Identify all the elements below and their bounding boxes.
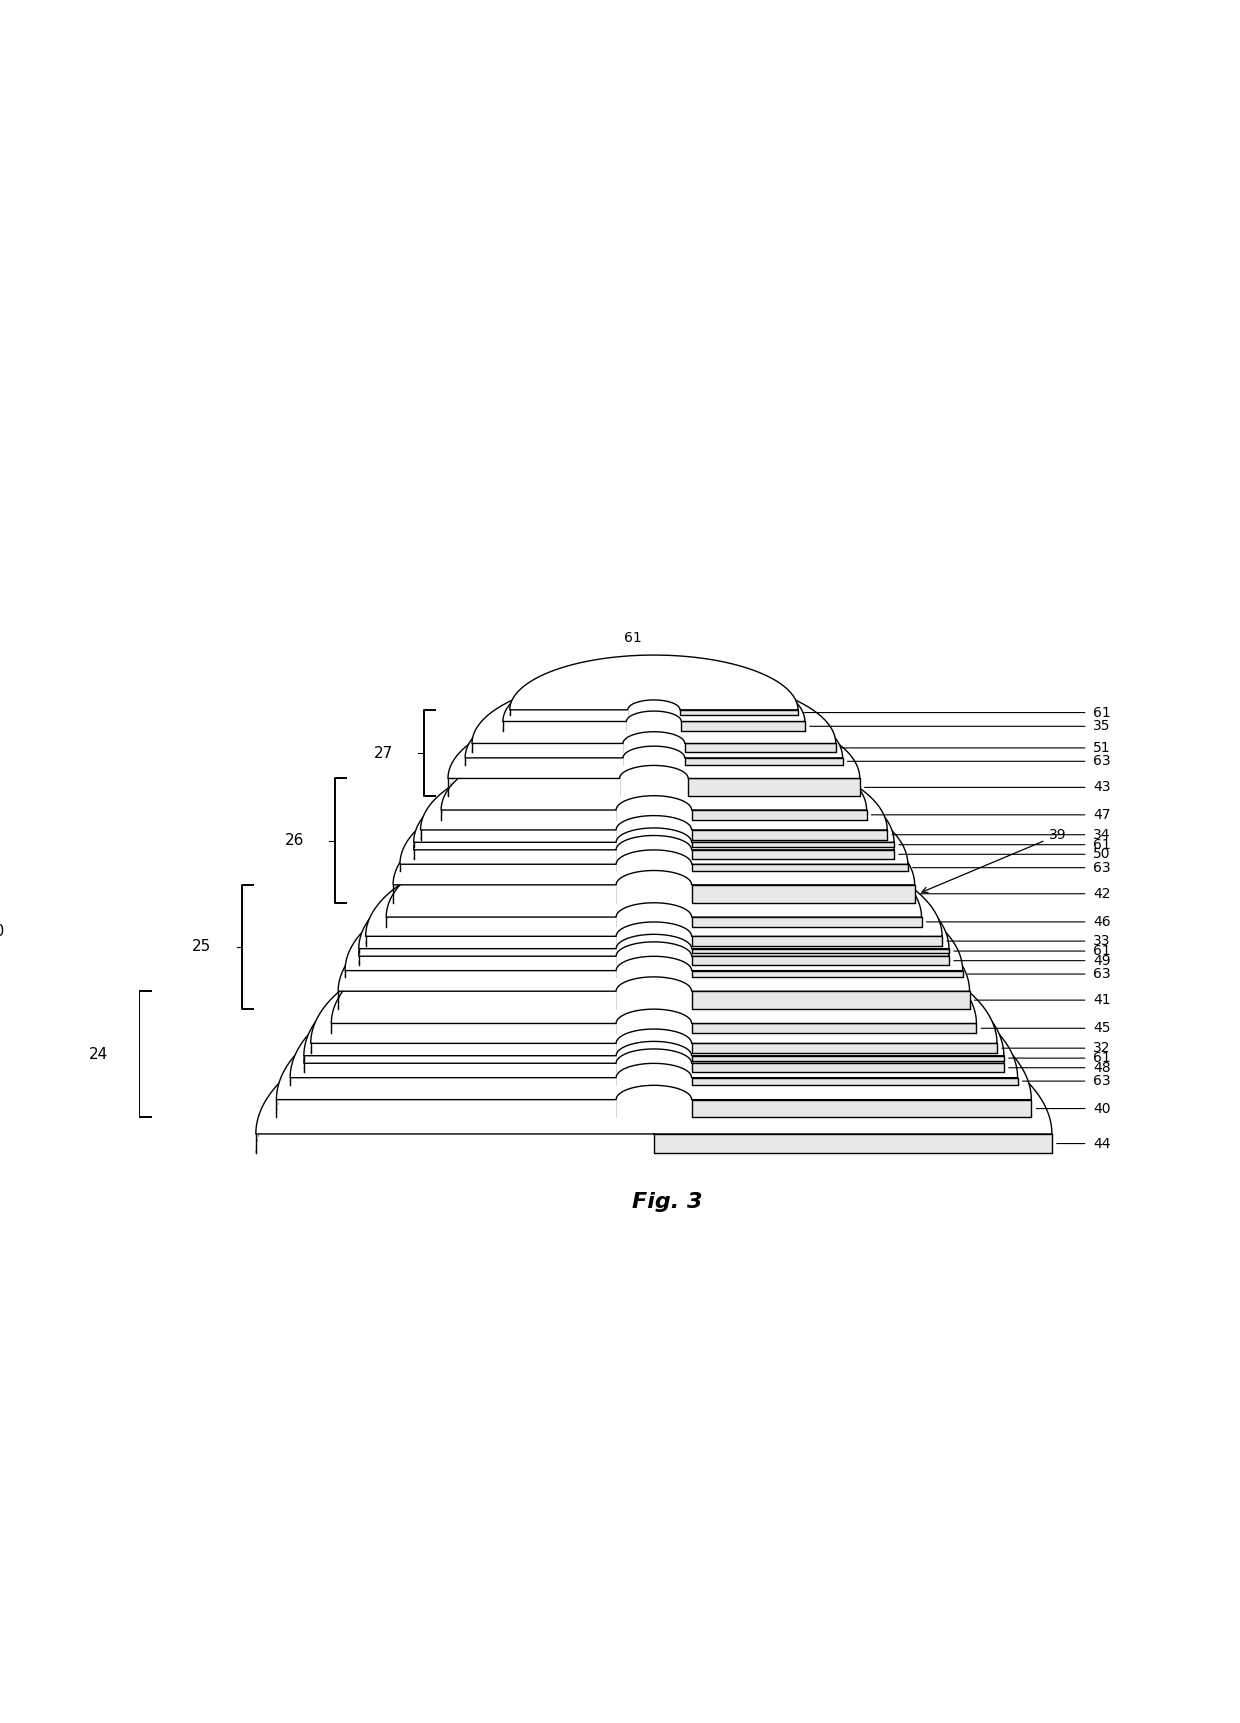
Polygon shape	[692, 1056, 1004, 1061]
Polygon shape	[692, 886, 915, 903]
Polygon shape	[366, 827, 942, 936]
Polygon shape	[684, 743, 836, 753]
Polygon shape	[339, 872, 970, 991]
Polygon shape	[692, 936, 942, 946]
Polygon shape	[692, 949, 949, 953]
Polygon shape	[692, 917, 921, 927]
Text: 42: 42	[1094, 887, 1111, 901]
Text: 49: 49	[1094, 953, 1111, 968]
Polygon shape	[386, 815, 921, 917]
Polygon shape	[688, 779, 859, 796]
Text: 61: 61	[625, 631, 642, 644]
Polygon shape	[692, 810, 867, 820]
Text: Fig. 3: Fig. 3	[632, 1192, 703, 1211]
Text: 33: 33	[1094, 934, 1111, 948]
Polygon shape	[358, 837, 949, 949]
Text: 63: 63	[1094, 862, 1111, 875]
Polygon shape	[692, 1063, 1004, 1072]
Text: 48: 48	[1094, 1061, 1111, 1075]
Text: 63: 63	[1094, 755, 1111, 768]
Polygon shape	[681, 722, 805, 731]
Text: 61: 61	[1094, 944, 1111, 958]
Polygon shape	[692, 956, 949, 965]
Text: 35: 35	[1094, 718, 1111, 734]
Polygon shape	[684, 758, 843, 765]
Polygon shape	[503, 663, 805, 722]
Polygon shape	[692, 1044, 997, 1053]
Polygon shape	[277, 956, 1032, 1099]
Polygon shape	[692, 991, 970, 1010]
Text: 26: 26	[284, 832, 304, 848]
Text: 43: 43	[1094, 781, 1111, 794]
Text: 45: 45	[1094, 1022, 1111, 1036]
Text: 46: 46	[1094, 915, 1111, 929]
Text: 20: 20	[0, 924, 5, 939]
Text: 41: 41	[1094, 992, 1111, 1008]
Polygon shape	[692, 1099, 1032, 1118]
Polygon shape	[441, 729, 867, 810]
Polygon shape	[401, 768, 908, 865]
Polygon shape	[692, 849, 894, 858]
Polygon shape	[680, 710, 799, 715]
Polygon shape	[311, 913, 997, 1044]
Text: 39: 39	[923, 829, 1066, 893]
Text: 47: 47	[1094, 808, 1111, 822]
Polygon shape	[393, 786, 915, 886]
Polygon shape	[304, 930, 1004, 1063]
Polygon shape	[414, 758, 894, 849]
Polygon shape	[692, 830, 887, 839]
Text: 51: 51	[1094, 741, 1111, 755]
Polygon shape	[255, 982, 1052, 1134]
Polygon shape	[472, 674, 836, 743]
Polygon shape	[331, 901, 976, 1023]
Polygon shape	[290, 939, 1018, 1077]
Polygon shape	[692, 1077, 1018, 1084]
Text: 63: 63	[1094, 967, 1111, 980]
Polygon shape	[653, 1134, 1052, 1153]
Text: 32: 32	[1094, 1041, 1111, 1054]
Text: 44: 44	[1094, 1137, 1111, 1151]
Polygon shape	[448, 700, 859, 779]
Polygon shape	[304, 924, 1004, 1056]
Text: 61: 61	[1094, 837, 1111, 851]
Text: 34: 34	[1094, 827, 1111, 843]
Polygon shape	[510, 655, 799, 710]
Text: 50: 50	[1094, 848, 1111, 862]
Text: 25: 25	[192, 939, 211, 955]
Polygon shape	[692, 843, 894, 848]
Polygon shape	[414, 751, 894, 843]
Text: 63: 63	[1094, 1073, 1111, 1089]
Polygon shape	[692, 865, 908, 872]
Polygon shape	[345, 853, 962, 970]
Text: 27: 27	[373, 746, 393, 760]
Polygon shape	[420, 741, 887, 830]
Text: 61: 61	[1094, 1051, 1111, 1065]
Polygon shape	[465, 686, 843, 758]
Polygon shape	[692, 970, 962, 977]
Text: 61: 61	[1094, 706, 1111, 720]
Polygon shape	[358, 844, 949, 956]
Polygon shape	[692, 1023, 976, 1034]
Text: 40: 40	[1094, 1101, 1111, 1115]
Text: 24: 24	[89, 1048, 108, 1061]
